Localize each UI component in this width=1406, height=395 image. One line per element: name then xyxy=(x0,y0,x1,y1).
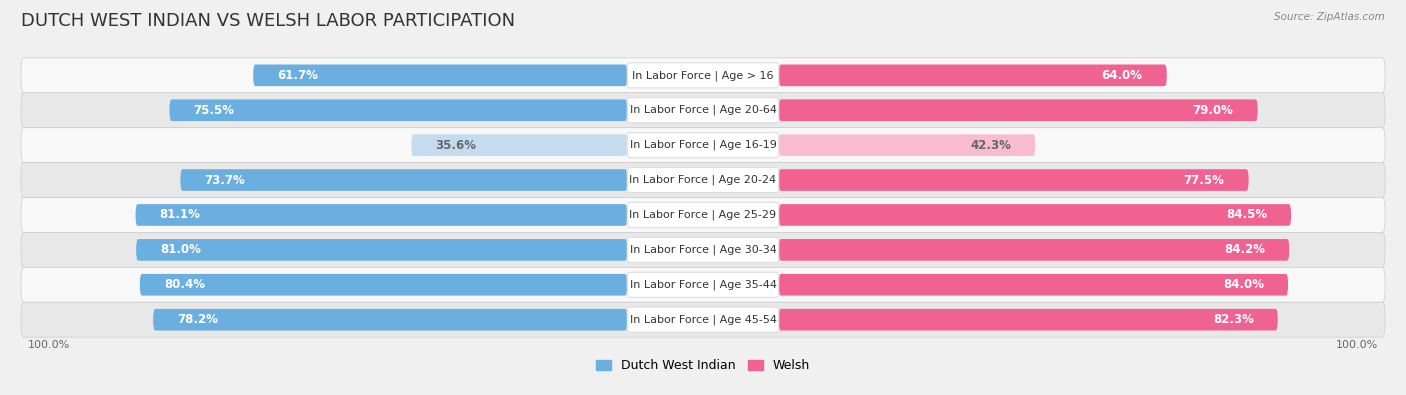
FancyBboxPatch shape xyxy=(627,237,779,262)
FancyBboxPatch shape xyxy=(779,309,1278,331)
FancyBboxPatch shape xyxy=(153,309,627,331)
Text: 100.0%: 100.0% xyxy=(1336,340,1378,350)
Text: 35.6%: 35.6% xyxy=(436,139,477,152)
Text: 84.0%: 84.0% xyxy=(1223,278,1264,291)
Text: 84.5%: 84.5% xyxy=(1226,209,1267,222)
Text: In Labor Force | Age 30-34: In Labor Force | Age 30-34 xyxy=(630,245,776,255)
Text: 77.5%: 77.5% xyxy=(1184,173,1225,186)
Text: 80.4%: 80.4% xyxy=(165,278,205,291)
FancyBboxPatch shape xyxy=(412,134,627,156)
Text: In Labor Force | Age 20-64: In Labor Force | Age 20-64 xyxy=(630,105,776,115)
FancyBboxPatch shape xyxy=(21,302,1385,337)
Text: 79.0%: 79.0% xyxy=(1192,104,1233,117)
Text: In Labor Force | Age > 16: In Labor Force | Age > 16 xyxy=(633,70,773,81)
Text: 75.5%: 75.5% xyxy=(194,104,235,117)
Text: 61.7%: 61.7% xyxy=(277,69,318,82)
Text: 81.1%: 81.1% xyxy=(160,209,201,222)
Text: DUTCH WEST INDIAN VS WELSH LABOR PARTICIPATION: DUTCH WEST INDIAN VS WELSH LABOR PARTICI… xyxy=(21,12,515,30)
Text: 84.2%: 84.2% xyxy=(1225,243,1265,256)
FancyBboxPatch shape xyxy=(627,167,779,193)
Text: In Labor Force | Age 45-54: In Labor Force | Age 45-54 xyxy=(630,314,776,325)
FancyBboxPatch shape xyxy=(779,100,1258,121)
Text: 81.0%: 81.0% xyxy=(160,243,201,256)
FancyBboxPatch shape xyxy=(779,134,1035,156)
Text: In Labor Force | Age 16-19: In Labor Force | Age 16-19 xyxy=(630,140,776,150)
Legend: Dutch West Indian, Welsh: Dutch West Indian, Welsh xyxy=(591,354,815,377)
FancyBboxPatch shape xyxy=(21,198,1385,232)
FancyBboxPatch shape xyxy=(21,128,1385,163)
FancyBboxPatch shape xyxy=(21,267,1385,302)
Text: 42.3%: 42.3% xyxy=(970,139,1011,152)
FancyBboxPatch shape xyxy=(136,239,627,261)
FancyBboxPatch shape xyxy=(627,307,779,332)
FancyBboxPatch shape xyxy=(170,100,627,121)
FancyBboxPatch shape xyxy=(779,204,1291,226)
FancyBboxPatch shape xyxy=(139,274,627,295)
FancyBboxPatch shape xyxy=(779,239,1289,261)
Text: 78.2%: 78.2% xyxy=(177,313,218,326)
FancyBboxPatch shape xyxy=(779,274,1288,295)
FancyBboxPatch shape xyxy=(21,58,1385,93)
FancyBboxPatch shape xyxy=(180,169,627,191)
FancyBboxPatch shape xyxy=(21,232,1385,267)
FancyBboxPatch shape xyxy=(779,169,1249,191)
FancyBboxPatch shape xyxy=(253,64,627,86)
FancyBboxPatch shape xyxy=(779,64,1167,86)
FancyBboxPatch shape xyxy=(21,93,1385,128)
Text: 73.7%: 73.7% xyxy=(204,173,245,186)
Text: In Labor Force | Age 20-24: In Labor Force | Age 20-24 xyxy=(630,175,776,185)
FancyBboxPatch shape xyxy=(135,204,627,226)
Text: Source: ZipAtlas.com: Source: ZipAtlas.com xyxy=(1274,12,1385,22)
FancyBboxPatch shape xyxy=(627,202,779,228)
Text: 100.0%: 100.0% xyxy=(28,340,70,350)
FancyBboxPatch shape xyxy=(627,63,779,88)
Text: In Labor Force | Age 35-44: In Labor Force | Age 35-44 xyxy=(630,280,776,290)
FancyBboxPatch shape xyxy=(21,163,1385,198)
Text: In Labor Force | Age 25-29: In Labor Force | Age 25-29 xyxy=(630,210,776,220)
FancyBboxPatch shape xyxy=(627,98,779,123)
FancyBboxPatch shape xyxy=(627,272,779,297)
Text: 64.0%: 64.0% xyxy=(1102,69,1143,82)
Text: 82.3%: 82.3% xyxy=(1213,313,1254,326)
FancyBboxPatch shape xyxy=(627,133,779,158)
